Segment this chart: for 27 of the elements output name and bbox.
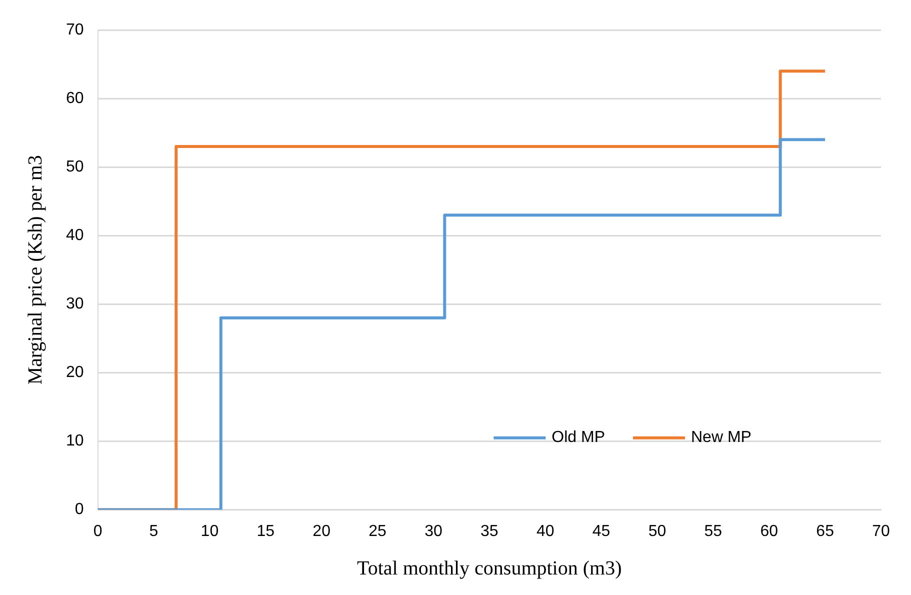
- x-axis-title: Total monthly consumption (m3): [357, 557, 622, 580]
- x-tick-label: 25: [368, 522, 387, 540]
- x-tick-label: 45: [592, 522, 610, 540]
- x-tick-label: 0: [93, 522, 102, 540]
- x-tick-label: 5: [149, 522, 158, 540]
- y-axis-title: Marginal price (Ksh) per m3: [24, 155, 46, 385]
- y-tick-label: 10: [66, 432, 84, 450]
- x-tick-label: 55: [704, 522, 722, 540]
- x-tick-label: 15: [256, 522, 275, 540]
- y-tick-label: 50: [66, 158, 84, 176]
- x-tick-label: 50: [648, 522, 666, 540]
- x-tick-label: 65: [816, 522, 834, 540]
- y-tick-label: 30: [66, 296, 84, 313]
- x-tick-label: 35: [480, 522, 498, 540]
- y-tick-label: 70: [66, 21, 84, 38]
- legend-label: New MP: [690, 429, 752, 446]
- x-tick-label: 60: [760, 522, 778, 540]
- x-tick-label: 20: [312, 522, 331, 540]
- y-tick-label: 0: [74, 501, 84, 518]
- x-tick-label: 70: [872, 522, 890, 540]
- x-tick-label: 30: [424, 522, 442, 540]
- legend-label: Old MP: [552, 429, 605, 446]
- x-tick-label: 10: [200, 522, 219, 540]
- y-tick-label: 40: [66, 227, 84, 244]
- y-tick-label: 20: [66, 364, 84, 382]
- x-tick-label: 40: [536, 522, 554, 540]
- y-tick-label: 60: [66, 90, 84, 107]
